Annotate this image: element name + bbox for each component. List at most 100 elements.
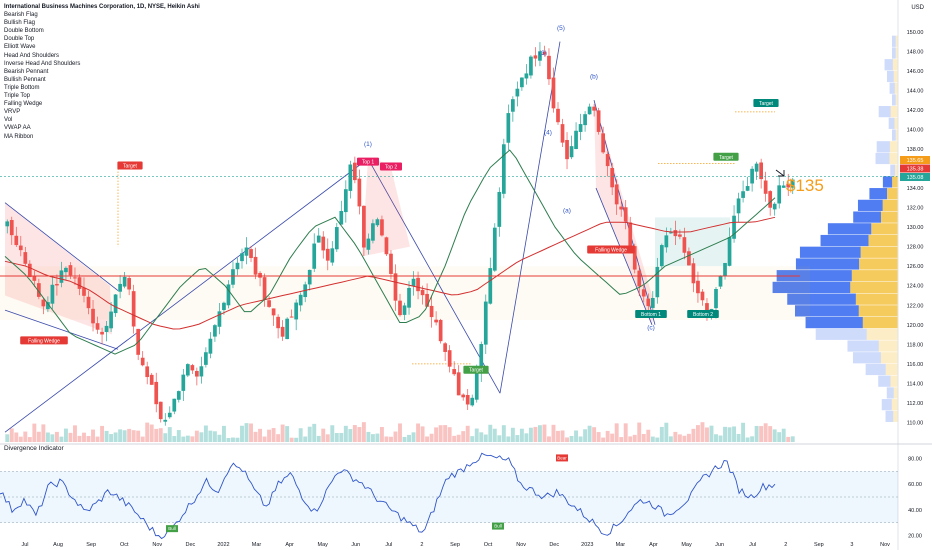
volume-profile-up [886,70,894,83]
volume-bar [723,426,727,442]
legend-item[interactable]: Double Bottom [4,28,44,35]
wave-1-line [4,158,369,433]
volume-bar [91,429,95,442]
volume-bar [700,422,705,442]
legend-item[interactable]: VWAP AA [4,125,31,132]
candle-body [285,318,289,340]
candle-body [492,227,497,271]
currency-label[interactable]: USD [911,5,924,11]
legend-item[interactable]: Vol [4,117,13,124]
volume-bar [695,425,700,442]
volume-bar [596,432,601,442]
wave-label: (3) [539,50,547,57]
legend-item[interactable]: Double Top [4,36,35,43]
candle-body [714,288,718,309]
legend-item[interactable]: Triple Top [4,93,31,100]
wave-3-line [499,41,561,394]
volume-bar [199,432,204,442]
volume-bar [140,436,145,442]
volume-bar [393,431,398,442]
candle-body [154,381,159,405]
osc-tick-label: 80.00 [908,456,922,462]
volume-bar [524,433,529,442]
symbol-title[interactable]: International Business Machines Corporat… [4,4,200,10]
volume-bar [235,437,240,442]
tag-background [357,157,379,166]
volume-bar [677,434,682,442]
volume-profile-up [853,211,881,223]
candle-body [520,77,524,88]
wedge2-lower-line [595,187,653,325]
volume-profile-up [892,129,896,141]
candle-body [50,284,55,304]
volume-bar [68,432,73,442]
legend-item[interactable]: Bullish Pennant [4,76,46,83]
volume-bar [18,436,23,442]
legend-item[interactable]: Triple Bottom [4,84,40,91]
legend-item[interactable]: VRVP [4,109,21,116]
time-tick-label: Jul [21,542,28,548]
volume-profile-down [885,363,898,376]
candle-body [637,270,642,287]
price-tick-label: 146.00 [907,69,924,75]
divergence-marker [556,454,568,462]
candle-body [73,277,77,279]
volume-bar [718,435,723,442]
time-tick-label: 2023 [581,542,593,548]
candle-body [497,191,502,227]
volume-bar [303,436,308,442]
candle-body [461,394,466,398]
legend-item[interactable]: MA Ribbon [4,133,34,140]
candle-body [244,247,249,256]
legend-item[interactable]: Inverse Head And Shoulders [4,60,81,67]
volume-profile-down [894,82,898,94]
volume-bar [610,433,615,442]
volume-bar [781,428,786,442]
volume-bar [54,431,59,442]
price-tick-label: 128.00 [907,245,924,251]
legend-item[interactable]: Bullish Flag [4,20,36,27]
volume-profile-down [878,340,898,352]
candle-body [316,235,321,243]
tag-label: Falling Wedge [28,338,60,344]
oscillator-title[interactable]: Divergence Indicator [4,445,64,452]
volume-bar [587,425,592,442]
candle-body [91,308,95,324]
volume-bar [574,430,579,442]
candle-body [727,237,732,266]
candle-body [569,146,574,158]
volume-bar [361,422,366,442]
candle-body [325,248,330,261]
legend-item[interactable]: Falling Wedge [4,101,43,108]
legend-item[interactable]: Head And Shoulders [4,52,60,59]
volume-profile-down [855,293,898,305]
volume-profile-down [880,352,898,364]
price-tick-label: 148.00 [907,49,924,55]
candle-body [732,215,736,239]
volume-bar [217,434,222,442]
volume-bar [452,435,457,442]
time-tick-label: Dec [185,542,195,548]
time-tick-label: Sep [814,542,824,548]
volume-bar [456,434,461,442]
volume-profile-up [885,410,894,422]
volume-bar [659,426,664,442]
candle-body [632,246,637,270]
candle-body [371,223,375,241]
candle-body [149,374,154,385]
legend-item[interactable]: Bearish Flag [4,12,38,19]
volume-bar [27,437,32,442]
volume-bar [14,432,19,442]
candle-body [375,219,380,226]
volume-bar [461,431,466,442]
legend-item[interactable]: Bearish Pennant [4,68,49,75]
candle-body [199,366,204,377]
volume-bar [474,428,479,442]
legend-item[interactable]: Elliott Wave [4,44,36,51]
volume-bar [190,436,195,442]
candle-body [718,276,723,287]
candle-body [664,235,669,248]
price-tag-label: 135.38 [907,167,924,173]
price-tick-label: 120.00 [907,323,924,329]
